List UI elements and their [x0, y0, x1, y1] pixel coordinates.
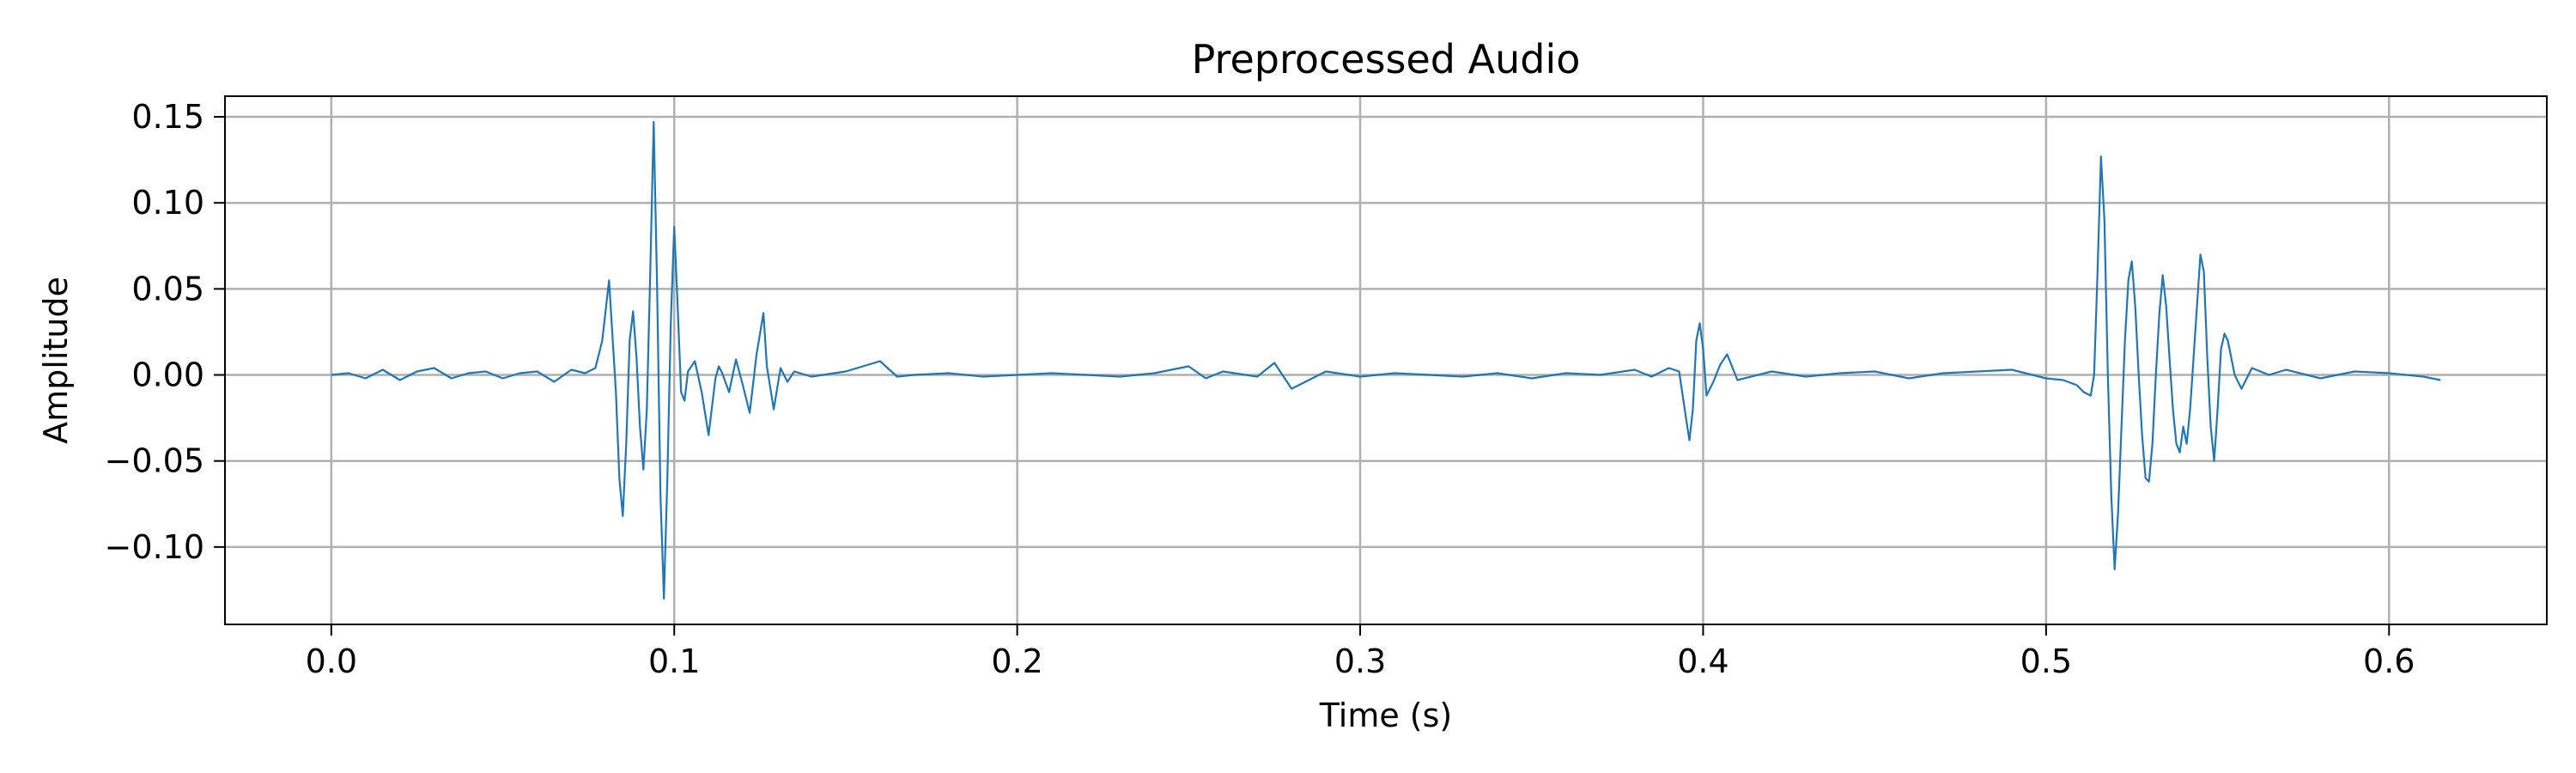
y-tick-label: 0.00 — [131, 356, 204, 394]
x-tick-label: 0.2 — [991, 642, 1042, 680]
y-tick-label: −0.05 — [105, 442, 204, 480]
y-axis-label: Amplitude — [37, 277, 75, 444]
plot-frame — [224, 95, 2548, 625]
x-tick-label: 0.5 — [2020, 642, 2072, 680]
waveform-line — [331, 120, 2441, 600]
y-tick-label: 0.05 — [131, 270, 204, 307]
x-tick-label: 0.0 — [306, 642, 357, 680]
x-axis-label: Time (s) — [1319, 697, 1453, 734]
y-tick-label: 0.15 — [131, 98, 204, 136]
y-tick-label: −0.10 — [105, 528, 204, 566]
chart-title: Preprocessed Audio — [1192, 36, 1581, 82]
x-tick-label: 0.3 — [1334, 642, 1386, 680]
axis-ticks: 0.0 0.1 0.2 0.3 0.4 0.5 0.6 −0.10 −0.05 0.00 0.05 0… — [105, 98, 2415, 680]
x-tick-label: 0.4 — [1677, 642, 1728, 680]
x-tick-label: 0.6 — [2363, 642, 2415, 680]
x-tick-label: 0.1 — [648, 642, 700, 680]
y-tick-label: 0.10 — [131, 184, 204, 222]
series-layer — [331, 120, 2441, 600]
